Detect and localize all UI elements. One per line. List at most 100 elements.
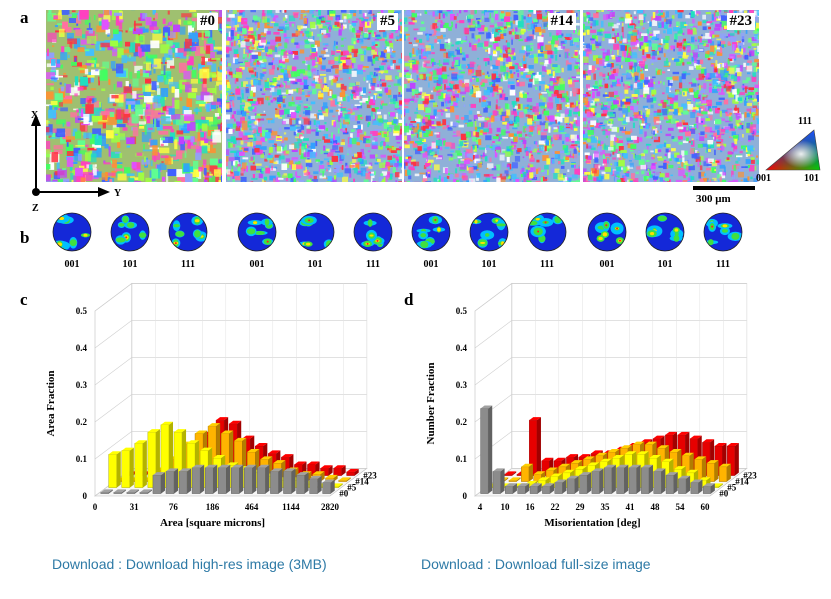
scale-bar-label: 300 μm — [696, 193, 731, 205]
y-tick-label: 0.1 — [456, 454, 468, 464]
gridline — [94, 431, 132, 460]
series-label: #5 — [727, 483, 737, 493]
pole-figure-image — [295, 212, 335, 252]
pole-figure: 111 — [527, 212, 567, 270]
ebsd-map-3: #23 — [583, 10, 759, 182]
map-label: #0 — [197, 13, 218, 30]
bar — [244, 464, 257, 494]
y-tick-label: 0.5 — [456, 306, 468, 316]
pole-figure: 001 — [52, 212, 92, 270]
ebsd-map-image — [46, 10, 222, 182]
bar — [665, 472, 678, 494]
bar — [139, 489, 152, 494]
gridline — [474, 283, 512, 312]
bar — [283, 468, 296, 494]
y-tick-label: 0.4 — [456, 343, 468, 353]
ipf-key: 111 001 101 — [756, 116, 828, 186]
pole-figure: 101 — [295, 212, 335, 270]
axis-label-y: Y — [114, 188, 122, 199]
panel-letter-a: a — [20, 8, 29, 27]
gridline — [94, 320, 132, 349]
pole-figure-image — [168, 212, 208, 252]
ipf-label-001: 001 — [756, 173, 771, 184]
bar — [591, 468, 604, 494]
map-label: #14 — [547, 13, 576, 30]
panel-letter-b: b — [20, 228, 30, 247]
pole-figure: 001 — [411, 212, 451, 270]
pole-figure-image — [110, 212, 150, 252]
pole-figure: 101 — [110, 212, 150, 270]
x-tick-label: 10 — [501, 502, 511, 512]
bar — [505, 483, 517, 494]
y-tick-label: 0.4 — [76, 343, 88, 353]
x-axis-title: Misorientation [deg] — [544, 517, 640, 529]
bar — [653, 468, 666, 494]
ipf-triangle — [765, 129, 821, 171]
pole-figure-image — [52, 212, 92, 252]
chart-c: 0 0.1 0.2 0.3 0.4 0.5 #23#14#5#0 0 31 76 186 464 114… — [45, 282, 377, 529]
pole-figure: 111 — [353, 212, 393, 270]
bar — [521, 463, 533, 482]
download-fullsize-link[interactable]: Download : Download full-size image — [421, 556, 651, 572]
bar — [579, 472, 592, 494]
z-axis-dot-icon — [32, 188, 40, 196]
pole-figure-image — [703, 212, 743, 252]
bar — [165, 468, 179, 494]
bar — [338, 477, 351, 482]
map-label: #5 — [377, 13, 398, 30]
pole-figure-image — [353, 212, 393, 252]
bar — [517, 483, 530, 494]
bar — [322, 479, 335, 494]
y-tick-label: 0.2 — [456, 417, 468, 427]
pole-figure: 111 — [168, 212, 208, 270]
bar — [309, 475, 322, 494]
y-tick-label: 0.2 — [76, 417, 88, 427]
bar — [204, 464, 218, 494]
bar — [217, 464, 231, 494]
x-tick-label: 464 — [245, 502, 259, 512]
bar — [706, 460, 719, 482]
y-tick-label: 0.3 — [456, 380, 468, 390]
bar — [178, 468, 192, 494]
x-axis-title: Area [square microns] — [160, 517, 265, 529]
ebsd-map-image — [404, 10, 580, 182]
bar — [126, 489, 139, 494]
x-tick-label: 1144 — [282, 502, 300, 512]
gridline — [94, 357, 132, 386]
x-tick-label: 35 — [601, 502, 611, 512]
series-label: #23 — [743, 471, 757, 481]
y-tick-label: 0.5 — [76, 306, 88, 316]
ipf-label-101: 101 — [804, 173, 819, 184]
chart-d: 0 0.1 0.2 0.3 0.4 0.5 #23#14#5#0 4 10 16 22 29 35 41 4… — [425, 282, 757, 529]
bar — [616, 464, 629, 494]
bar — [113, 489, 126, 494]
x-arrowhead-icon — [31, 114, 41, 126]
axis-label-x: X — [31, 110, 39, 121]
bar — [480, 405, 493, 494]
x-tick-label: 16 — [526, 502, 536, 512]
bar — [333, 465, 346, 476]
pole-figure: 101 — [469, 212, 509, 270]
x-tick-label: 31 — [130, 502, 140, 512]
pole-figure-image — [587, 212, 627, 252]
gridline — [474, 357, 512, 386]
pole-figure-image — [237, 212, 277, 252]
x-tick-label: 4 — [478, 502, 483, 512]
pole-figure-image — [469, 212, 509, 252]
sample-axes: X Y Z — [31, 110, 122, 213]
x-tick-label: 48 — [651, 502, 661, 512]
bar — [718, 463, 731, 482]
scale-bar — [693, 186, 755, 190]
axis-label-z: Z — [32, 203, 39, 213]
bar — [346, 468, 359, 476]
y-tick-label: 0.3 — [76, 380, 88, 390]
bar — [231, 464, 244, 494]
bar — [257, 464, 270, 494]
gridline — [94, 283, 132, 312]
ebsd-map-image — [583, 10, 759, 182]
bar — [492, 468, 505, 494]
bar — [134, 440, 147, 488]
download-highres-link[interactable]: Download : Download high-res image (3MB) — [52, 556, 327, 572]
x-tick-label: 29 — [576, 502, 586, 512]
bar — [100, 489, 113, 494]
